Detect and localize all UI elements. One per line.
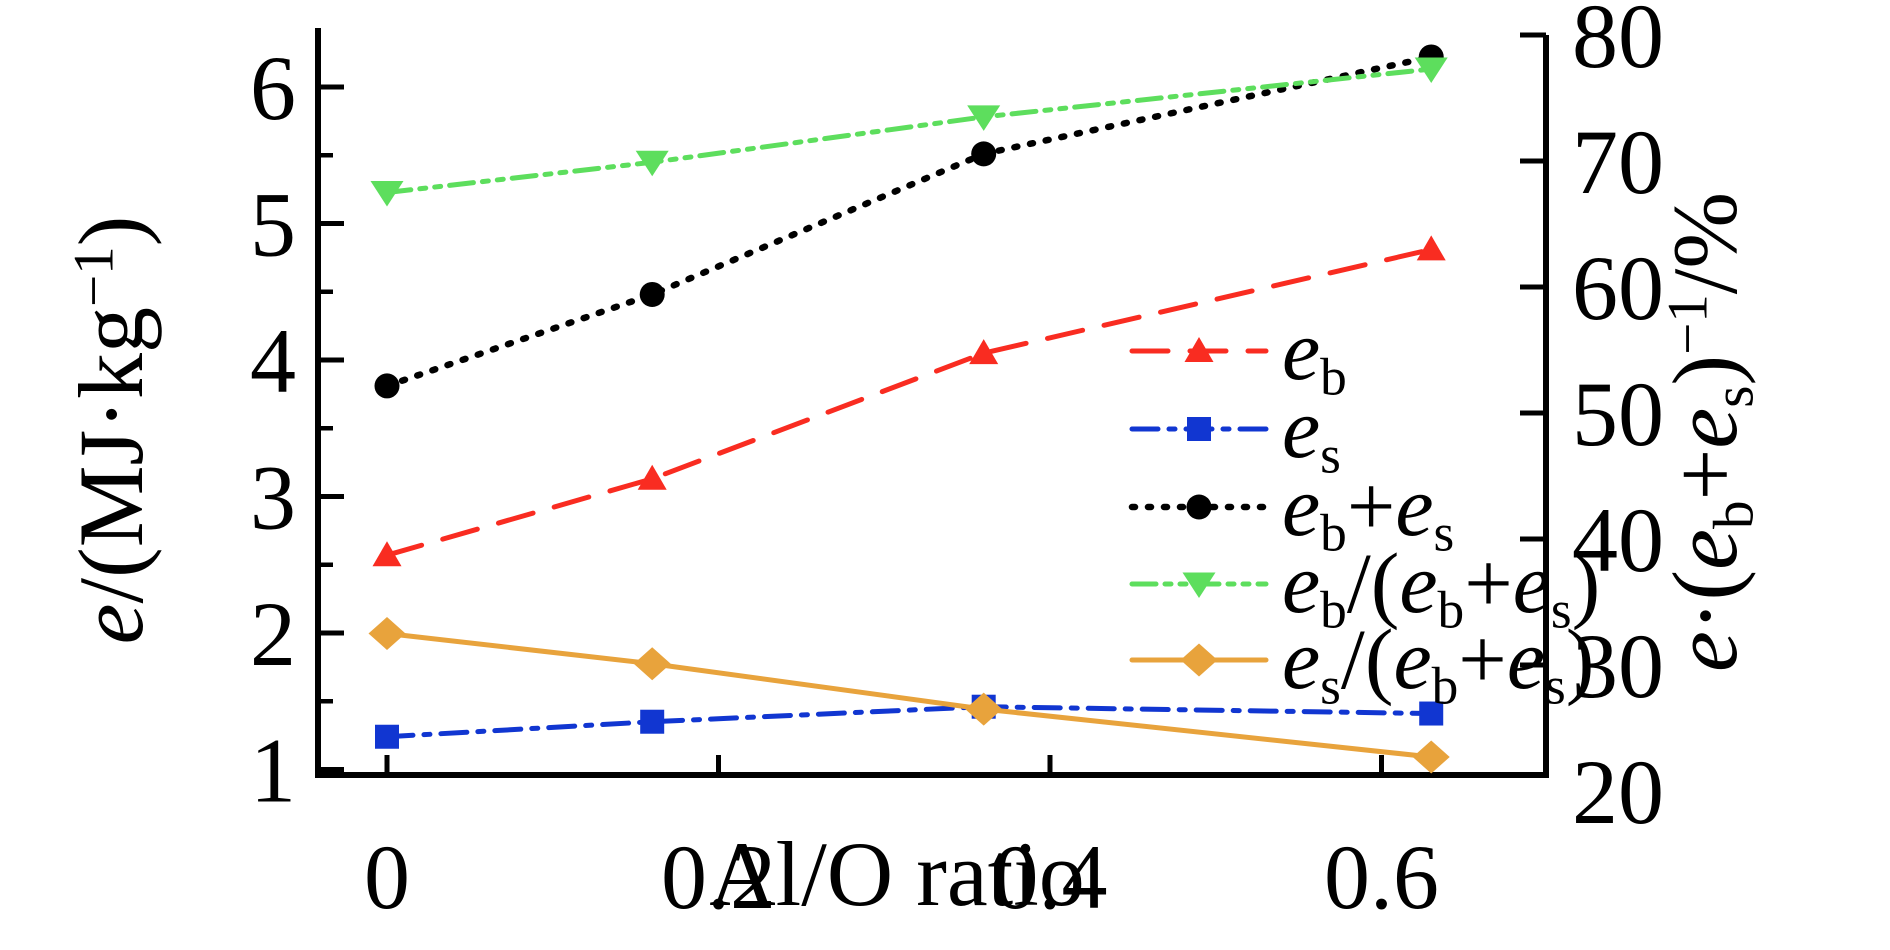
data-point-triangle-up xyxy=(969,339,999,365)
legend-sample-marker xyxy=(1182,572,1216,598)
x-axis-title: Al/O ratio xyxy=(709,823,1085,925)
left-axis-tick-label: 5 xyxy=(250,174,296,276)
data-point-diamond xyxy=(1412,740,1450,774)
legend-label: eb xyxy=(1282,302,1347,406)
x-axis-tick-label: 0.6 xyxy=(1324,826,1439,928)
right-axis-tick-label: 50 xyxy=(1572,363,1664,465)
x-axis-tick-label: 0 xyxy=(364,826,410,928)
right-axis-tick-label: 20 xyxy=(1572,741,1664,843)
data-point-triangle-down xyxy=(370,181,404,207)
data-point-triangle-up xyxy=(1416,235,1446,261)
right-axis-tick-label: 60 xyxy=(1572,237,1664,339)
x-axis-tick-label: 0.4 xyxy=(993,826,1108,928)
data-point-triangle-up xyxy=(372,541,402,567)
left-axis-tick-label: 1 xyxy=(250,720,296,822)
data-point-triangle-down xyxy=(635,150,669,177)
left-axis-tick-label: 4 xyxy=(250,310,296,412)
legend-label: es xyxy=(1282,380,1341,484)
right-axis-tick-label: 70 xyxy=(1572,111,1664,213)
data-point-square xyxy=(640,709,665,734)
right-axis-tick-label: 30 xyxy=(1572,615,1664,717)
series-line-diamond xyxy=(384,631,1434,760)
data-point-diamond xyxy=(633,647,671,681)
right-axis-tick-label: 40 xyxy=(1572,489,1664,591)
left-axis-title: e/(MJ·kg−1) xyxy=(60,216,162,645)
data-point-circle xyxy=(639,281,665,307)
data-point-triangle-down xyxy=(967,105,1001,131)
data-point-square xyxy=(1419,701,1444,726)
legend-sample-marker xyxy=(1180,643,1218,677)
right-axis-tick-label: 80 xyxy=(1572,0,1664,87)
legend-sample-marker xyxy=(1186,494,1212,520)
series-line-triangle-up xyxy=(384,246,1434,558)
data-point-diamond xyxy=(965,692,1003,726)
data-point-diamond xyxy=(368,617,406,650)
x-axis-tick-label: 0.2 xyxy=(661,826,776,928)
left-axis-tick-label: 6 xyxy=(250,37,296,139)
series-line-circle xyxy=(383,53,1435,390)
series-line-square xyxy=(384,704,1434,740)
left-axis-tick-label: 3 xyxy=(250,447,296,549)
data-point-circle xyxy=(971,141,997,167)
data-point-square xyxy=(375,724,399,749)
data-point-circle xyxy=(374,373,400,399)
legend-label: eb/(eb+es) xyxy=(1282,535,1600,639)
legend-sample-marker xyxy=(1187,417,1211,441)
data-point-triangle-down xyxy=(1414,57,1448,84)
series-line-triangle-down xyxy=(384,66,1434,195)
left-axis-tick-label: 2 xyxy=(250,583,296,685)
legend-label: es/(eb+es) xyxy=(1282,611,1594,715)
legend-label: eb+es xyxy=(1282,458,1454,562)
right-axis-title: e·(eb+es)−1/% xyxy=(1654,192,1766,672)
legend-sample-marker xyxy=(1184,337,1214,362)
data-point-triangle-up xyxy=(637,464,667,490)
